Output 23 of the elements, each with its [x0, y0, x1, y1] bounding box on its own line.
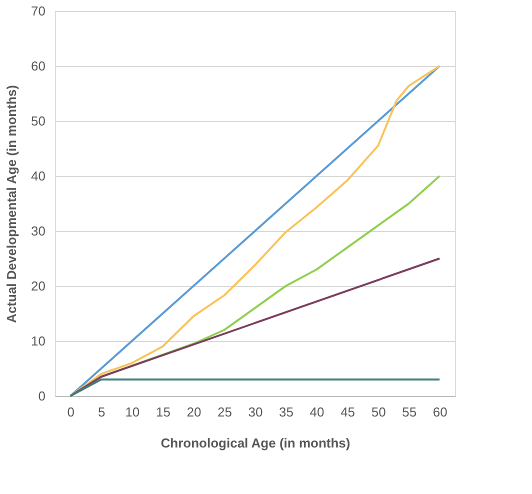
y-tick-label: 20: [31, 278, 46, 294]
y-tick-label: 0: [38, 388, 46, 404]
x-axis-title: Chronological Age (in months): [160, 436, 350, 450]
y-tick-label: 70: [31, 4, 46, 18]
y-tick-label: 30: [31, 224, 46, 238]
y-tick-label: 50: [31, 114, 46, 128]
y-tick-label: 10: [31, 334, 46, 348]
x-tick-label: 20: [186, 404, 202, 420]
x-tick-label: 40: [310, 404, 324, 420]
y-tick-label: 40: [31, 168, 46, 184]
x-tick-label: 30: [248, 404, 263, 420]
x-tick-label: 55: [402, 404, 417, 420]
y-tick-label: 60: [31, 58, 46, 74]
x-tick-label: 45: [340, 404, 356, 420]
x-tick-label: 0: [67, 404, 74, 420]
x-tick-label: 10: [125, 404, 140, 420]
x-tick-label: 60: [432, 404, 448, 420]
x-tick-label: 5: [98, 404, 106, 420]
x-tick-label: 25: [217, 404, 232, 420]
x-tick-label: 50: [371, 404, 386, 420]
y-axis-title: Actual Developmental Age (in months): [4, 85, 20, 323]
x-tick-label: 15: [156, 404, 170, 420]
x-tick-label: 35: [279, 404, 294, 420]
